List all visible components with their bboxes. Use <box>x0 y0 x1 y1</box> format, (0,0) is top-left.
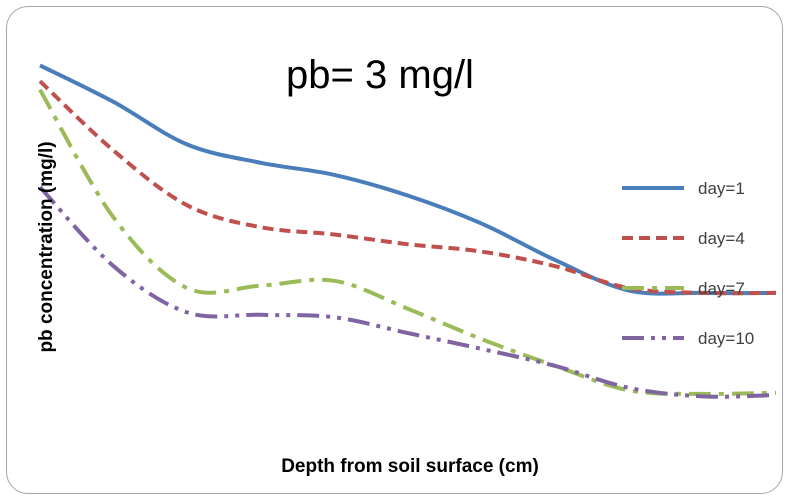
legend-label-1: day=1 <box>698 179 745 198</box>
x-axis-label: Depth from soil surface (cm) <box>281 456 539 477</box>
legend: day=1 day=4 day=7 day=10 <box>622 179 754 348</box>
series-line-day-7 <box>38 88 777 396</box>
series-line-day-4 <box>38 79 777 296</box>
legend-label-2: day=4 <box>698 229 745 248</box>
legend-label-4: day=10 <box>698 329 754 348</box>
series-line-day-10 <box>38 185 777 399</box>
plot-area <box>38 63 777 399</box>
y-axis-label: pb concentration (mg/l) <box>36 141 57 352</box>
legend-label-3: day=7 <box>698 279 745 298</box>
series-line-day-1 <box>39 63 777 296</box>
chart-frame <box>6 6 783 494</box>
chart-title: pb= 3 mg/l <box>286 53 474 97</box>
